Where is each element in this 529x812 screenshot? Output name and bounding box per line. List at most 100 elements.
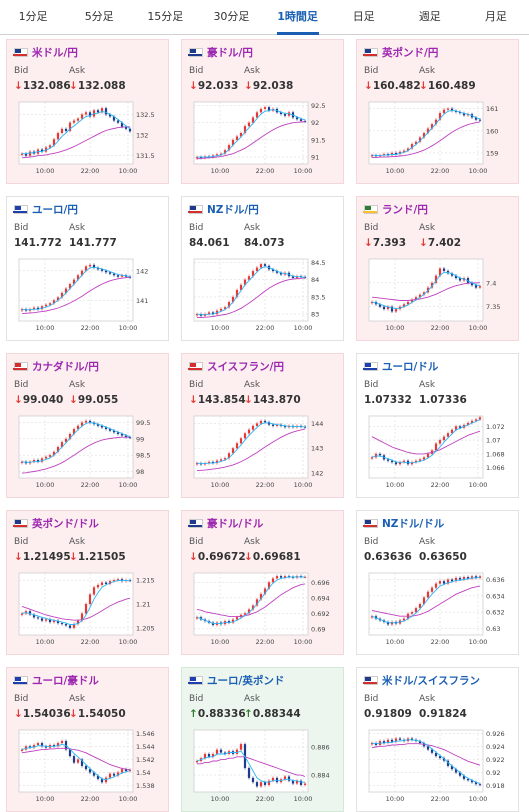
rate-card-header: 豪ドル/ドル xyxy=(188,516,264,530)
moving-average-long-line xyxy=(21,276,131,315)
pair-name-link[interactable]: NZドル/ドル xyxy=(382,517,445,530)
x-tick-label: 10:00 xyxy=(469,638,488,646)
candle xyxy=(255,599,259,606)
timeframe-tabs: 1分足 5分足 15分足 30分足 1時間足 日足 週足 月足 xyxy=(0,0,529,35)
pair-name-link[interactable]: 英ポンド/円 xyxy=(382,46,439,59)
candle xyxy=(88,769,92,773)
candle xyxy=(458,577,462,580)
candle xyxy=(370,155,374,157)
candle xyxy=(28,611,32,615)
rate-card[interactable]: 米ドル/円 Bid Ask ↓132.086 ↓132.088 132.5 132 131.5… xyxy=(6,39,169,184)
candle xyxy=(60,741,64,744)
candle xyxy=(48,619,52,623)
rate-card[interactable]: 英ポンド/ドル Bid Ask ↓1.21495 ↓1.21505 1.215 1.21 1.… xyxy=(6,510,169,655)
candle xyxy=(295,276,299,278)
candle xyxy=(24,153,28,156)
candle xyxy=(406,301,410,305)
tab-4[interactable]: 1時間足 xyxy=(265,0,331,35)
tab-6[interactable]: 週足 xyxy=(418,10,441,23)
pair-name-link[interactable]: 米ドル/円 xyxy=(32,46,78,59)
candle xyxy=(438,113,442,120)
ask-value: ↓92.038 xyxy=(244,80,293,92)
moving-average-long-line xyxy=(371,585,481,617)
ask-value-text: 143.870 xyxy=(252,394,301,406)
rate-card[interactable]: NZドル/円 Bid Ask 84.061 84.073 84.5 84 83.5 83 10:0… xyxy=(181,196,344,341)
arrow-up-icon: ↑ xyxy=(189,708,198,720)
x-tick-label: 22:00 xyxy=(431,795,450,803)
x-tick-label: 10:00 xyxy=(469,795,488,803)
moving-average-short-line xyxy=(371,271,481,310)
ask-value-text: 0.63650 xyxy=(419,551,467,563)
arrow-down-icon: ↓ xyxy=(69,551,78,563)
candle xyxy=(275,424,279,426)
candle xyxy=(430,282,434,288)
pair-name-link[interactable]: 豪ドル/円 xyxy=(207,46,253,59)
x-tick-label: 10:00 xyxy=(36,324,55,332)
bid-value: 84.061 xyxy=(189,237,230,249)
tab-7[interactable]: 月足 xyxy=(484,10,507,23)
tab-0[interactable]: 1分足 xyxy=(18,10,48,23)
ask-label: Ask xyxy=(244,223,261,233)
rate-card[interactable]: ユーロ/豪ドル Bid Ask ↓1.54036 ↓1.54050 1.546 1.544 1… xyxy=(6,667,169,812)
tab-2[interactable]: 15分足 xyxy=(147,10,184,23)
candle xyxy=(215,749,219,754)
bid-value-text: 160.482 xyxy=(372,80,421,92)
bid-value: ↓1.21495 xyxy=(14,551,71,563)
pair-name-link[interactable]: カナダドル/円 xyxy=(32,360,99,373)
rate-card[interactable]: NZドル/ドル Bid Ask 0.63636 0.63650 0.636 0.634 0.6… xyxy=(356,510,519,655)
candle xyxy=(390,152,394,156)
candle xyxy=(251,425,255,430)
pair-name-link[interactable]: スイスフラン/円 xyxy=(207,360,285,373)
candle xyxy=(271,777,275,781)
rate-card[interactable]: ユーロ/円 Bid Ask 141.772 141.777 142 141 10:00 22:0… xyxy=(6,196,169,341)
candle xyxy=(418,294,422,298)
pair-name-link[interactable]: ユーロ/ドル xyxy=(382,360,439,373)
pair-name-link[interactable]: 豪ドル/ドル xyxy=(207,517,264,530)
rate-card[interactable]: 英ポンド/円 Bid Ask ↓160.482 ↓160.489 161 160 159 10:… xyxy=(356,39,519,184)
pair-name-link[interactable]: 英ポンド/ドル xyxy=(32,517,99,530)
y-tick-label: 159 xyxy=(486,149,498,157)
candle xyxy=(259,264,263,268)
rate-card[interactable]: スイスフラン/円 Bid Ask ↓143.854 ↓143.870 144 143 142 1… xyxy=(181,353,344,498)
candle xyxy=(279,576,283,578)
ask-value-text: 141.777 xyxy=(69,237,117,249)
candle xyxy=(235,443,239,449)
pair-name-link[interactable]: 米ドル/スイスフラン xyxy=(382,674,481,687)
bid-value: ↓1.54036 xyxy=(14,708,71,720)
pair-name-link[interactable]: ユーロ/英ポンド xyxy=(207,674,285,687)
ask-value-text: 1.21505 xyxy=(77,551,126,563)
x-tick-label: 10:00 xyxy=(294,324,313,332)
x-tick-label: 22:00 xyxy=(431,167,450,175)
tab-1[interactable]: 5分足 xyxy=(84,10,114,23)
candle xyxy=(398,151,402,155)
candle xyxy=(231,296,235,303)
candle xyxy=(112,430,116,433)
candle xyxy=(235,290,239,297)
rate-card[interactable]: 米ドル/スイスフラン Bid Ask 0.91809 0.91824 0.926 0.924… xyxy=(356,667,519,812)
candle xyxy=(223,458,227,460)
rate-card[interactable]: 豪ドル/円 Bid Ask ↓92.033 ↓92.038 92.5 92 91.5 91 10:… xyxy=(181,39,344,184)
rate-card[interactable]: ランド/円 Bid Ask ↓7.393 ↓7.402 7.4 7.35 10:00 22:00… xyxy=(356,196,519,341)
x-tick-label: 10:00 xyxy=(211,795,230,803)
ask-value-text: 1.07336 xyxy=(419,394,467,406)
rate-card[interactable]: ユーロ/ドル Bid Ask 1.07332 1.07336 1.072 1.07 1.068… xyxy=(356,353,519,498)
tab-3[interactable]: 30分足 xyxy=(213,10,250,23)
y-tick-label: 98 xyxy=(136,468,144,476)
candle xyxy=(402,460,406,463)
candle xyxy=(390,306,394,312)
pair-name-link[interactable]: ユーロ/円 xyxy=(32,203,78,216)
rate-card[interactable]: カナダドル/円 Bid Ask ↓99.040 ↓99.055 99.5 99 98.5 98 1… xyxy=(6,353,169,498)
pair-name-link[interactable]: ランド/円 xyxy=(382,203,428,216)
eu-flag-icon xyxy=(13,204,28,214)
pair-name-link[interactable]: NZドル/円 xyxy=(207,203,259,216)
rate-card[interactable]: 豪ドル/ドル Bid Ask ↓0.69672 ↓0.69681 0.696 0.694 0.… xyxy=(181,510,344,655)
rate-card[interactable]: ユーロ/英ポンド Bid Ask ↑0.88336 ↑0.88344 0.886 0.884… xyxy=(181,667,344,812)
bid-value-text: 1.07332 xyxy=(364,394,412,406)
candle xyxy=(76,275,80,280)
candle xyxy=(195,157,199,159)
tab-5[interactable]: 日足 xyxy=(352,10,375,23)
candle xyxy=(128,128,132,132)
pair-name-link[interactable]: ユーロ/豪ドル xyxy=(32,674,99,687)
candle xyxy=(195,761,199,763)
bid-value-text: 1.54036 xyxy=(22,708,71,720)
